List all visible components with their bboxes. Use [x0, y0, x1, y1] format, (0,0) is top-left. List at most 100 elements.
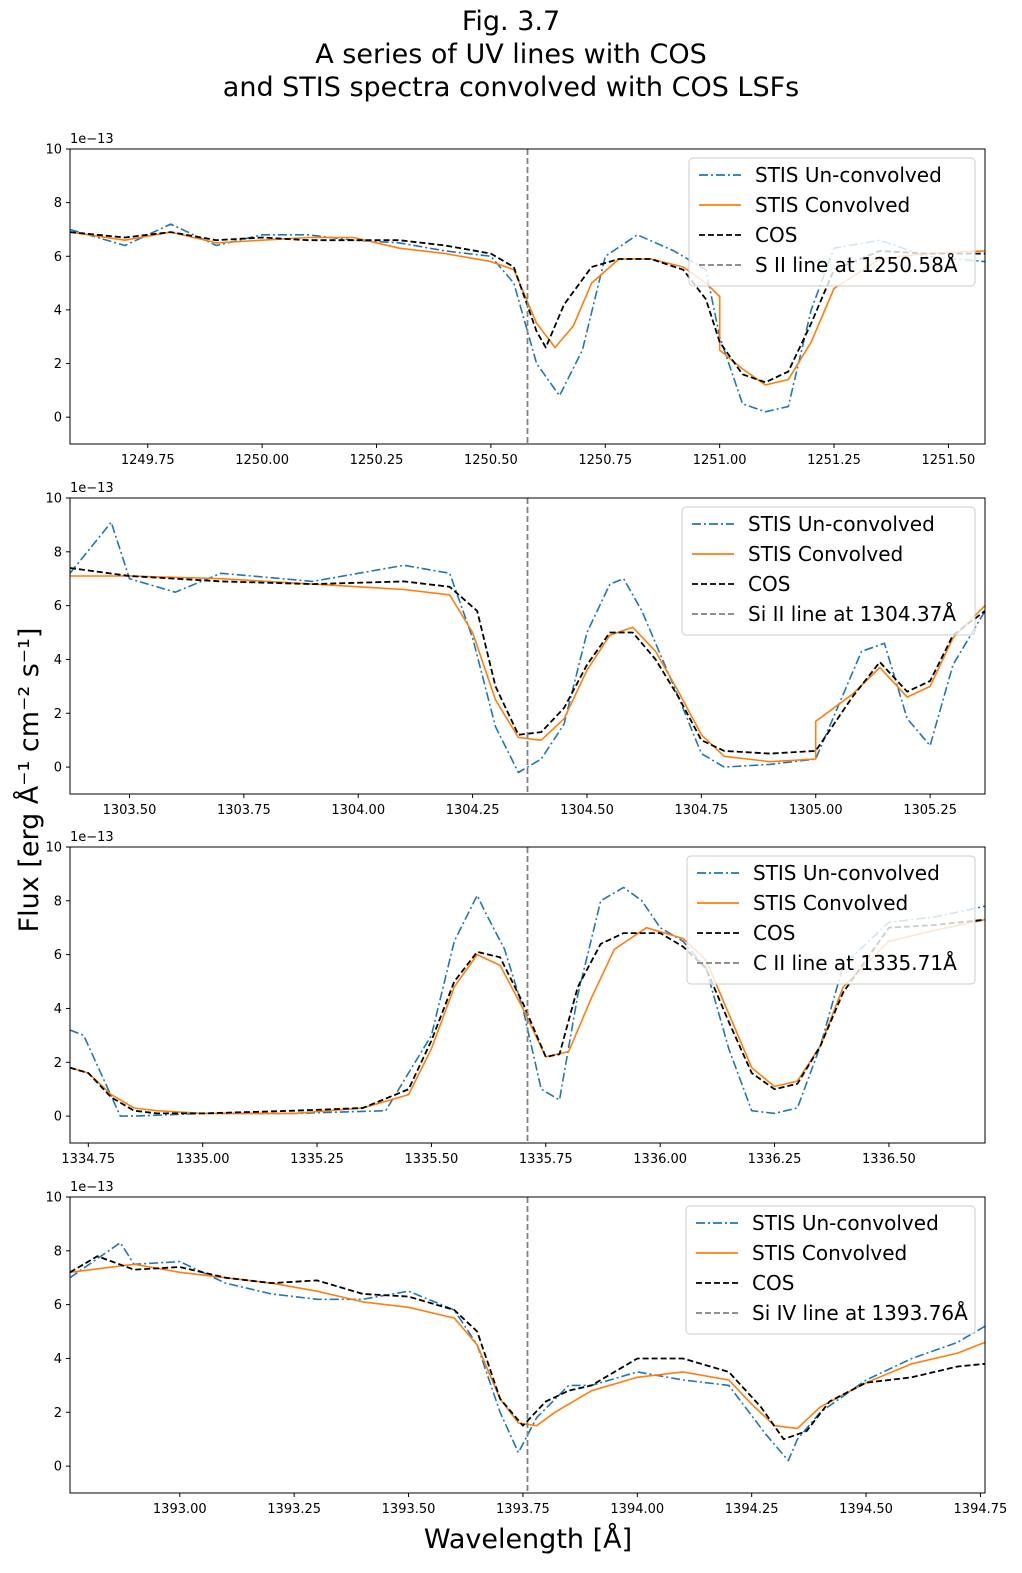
legend: STIS Un-convolved STIS Convolved COS C II l…: [686, 855, 976, 985]
x-tick-label: 1336.25: [748, 1152, 802, 1167]
y-tick-label: 4: [54, 1352, 62, 1367]
plot-area: [70, 521, 985, 774]
series-stis-un-convolved-line: [70, 521, 985, 774]
x-tick-label: 1394.00: [610, 1502, 664, 1517]
x-tick-label: 1304.50: [560, 803, 614, 818]
x-tick-label: 1303.50: [103, 803, 157, 818]
legend-label: COS: [755, 223, 797, 247]
panel-3: 0 2 4 6 8 10 1334.75 1335.00 1335.25 1335.50 1335.…: [45, 830, 986, 1167]
legend-label: STIS Convolved: [753, 891, 908, 915]
legend-box: [685, 1205, 976, 1335]
plot-area: [70, 223, 985, 413]
y-tick-label: 0: [54, 761, 62, 776]
x-tick-label: 1305.00: [789, 803, 843, 818]
series-stis-un-convolved-line: [70, 886, 985, 1117]
y-tick-label: 6: [54, 1298, 62, 1313]
x-tick-label: 1393.75: [496, 1502, 550, 1517]
y-tick-label: 10: [45, 143, 62, 158]
panel-4: 0 2 4 6 8 10 1393.00 1393.25 1393.50 1393.75 1394.…: [45, 1180, 1007, 1517]
legend-label: STIS Convolved: [748, 542, 903, 566]
plot-area: [70, 1241, 985, 1462]
axes-frame: [69, 1196, 986, 1494]
figure-title-line-2: A series of UV lines with COS: [315, 39, 707, 70]
legend-box: [681, 506, 976, 636]
x-tick-label: 1394.75: [954, 1502, 1008, 1517]
x-tick-label: 1303.75: [217, 803, 271, 818]
legend-label: COS: [752, 1271, 794, 1295]
legend-label: STIS Convolved: [752, 1241, 907, 1265]
legend-label: Si IV line at 1393.76Å: [752, 1301, 968, 1325]
series-stis-convolved-line: [70, 1263, 985, 1430]
y-tick-label: 8: [54, 1244, 62, 1259]
x-tick-label: 1336.00: [633, 1152, 687, 1167]
x-tick-label: 1393.25: [267, 1502, 321, 1517]
y-tick-label: 6: [54, 250, 62, 265]
x-tick-label: 1394.25: [725, 1502, 779, 1517]
x-tick-label: 1251.00: [693, 453, 747, 468]
figure-title-line-3: and STIS spectra convolved with COS LSFs: [222, 72, 800, 103]
legend-label: S II line at 1250.58Å: [755, 253, 958, 277]
y-offset-label: 1e−13: [70, 481, 114, 496]
y-tick-label: 4: [54, 653, 62, 668]
x-tick-label: 1393.50: [382, 1502, 436, 1517]
x-tick-label: 1335.00: [176, 1152, 230, 1167]
y-tick-label: 6: [54, 599, 62, 614]
legend-label: C II line at 1335.71Å: [753, 951, 957, 975]
x-tick-label: 1250.75: [578, 453, 632, 468]
y-tick-label: 8: [54, 894, 62, 909]
y-tick-label: 10: [45, 492, 62, 507]
y-offset-label: 1e−13: [70, 830, 114, 845]
y-tick-label: 10: [45, 1191, 62, 1206]
series-cos-line: [70, 231, 985, 384]
plot-area: [70, 886, 985, 1117]
legend-box: [686, 855, 976, 985]
x-tick-label: 1251.50: [922, 453, 976, 468]
series-stis-un-convolved-line: [70, 223, 985, 413]
y-tick-label: 4: [54, 1002, 62, 1017]
x-tick-label: 1336.50: [862, 1152, 916, 1167]
y-tick-label: 4: [54, 303, 62, 318]
series-cos-line: [70, 918, 985, 1115]
y-tick-label: 2: [54, 1406, 62, 1421]
x-tick-label: 1334.75: [61, 1152, 115, 1167]
figure-title-line-1: Fig. 3.7: [461, 6, 561, 37]
legend-label: STIS Un-convolved: [753, 861, 940, 885]
legend: STIS Un-convolved STIS Convolved COS S II l…: [688, 157, 976, 287]
axes-frame: [69, 846, 986, 1144]
series-cos-line: [70, 567, 985, 755]
series-stis-convolved-line: [70, 231, 985, 386]
series-stis-un-convolved-line: [70, 1241, 985, 1462]
x-tick-label: 1394.50: [839, 1502, 893, 1517]
x-tick-label: 1249.75: [121, 453, 175, 468]
series-stis-convolved-line: [70, 575, 985, 763]
y-tick-label: 2: [54, 707, 62, 722]
axes-frame: [69, 497, 986, 795]
y-tick-label: 8: [54, 545, 62, 560]
panel-2: 0 2 4 6 8 10 1303.50 1303.75 1304.00 1304.25 1304.…: [45, 481, 986, 818]
x-tick-label: 1335.25: [290, 1152, 344, 1167]
legend: STIS Un-convolved STIS Convolved COS Si II …: [681, 506, 976, 636]
legend: STIS Un-convolved STIS Convolved COS Si IV …: [685, 1205, 976, 1335]
y-tick-label: 2: [54, 1056, 62, 1071]
y-tick-label: 0: [54, 1460, 62, 1475]
axes-frame: [69, 148, 986, 445]
series-cos-line: [70, 1255, 985, 1441]
legend-label: STIS Un-convolved: [755, 163, 942, 187]
legend-label: STIS Un-convolved: [748, 512, 935, 536]
x-tick-label: 1304.00: [331, 803, 385, 818]
x-tick-label: 1250.00: [235, 453, 289, 468]
x-tick-label: 1250.50: [464, 453, 518, 468]
x-tick-label: 1304.75: [674, 803, 728, 818]
x-tick-label: 1335.75: [519, 1152, 573, 1167]
x-tick-label: 1250.25: [350, 453, 404, 468]
legend-label: STIS Un-convolved: [752, 1211, 939, 1235]
y-offset-label: 1e−13: [70, 1180, 114, 1195]
y-axis-label: Flux [erg Å⁻¹ cm⁻² s⁻¹]: [13, 628, 45, 933]
panel-1: 0 2 4 6 8 10 1249.75 1250.00 1250.25 1250.50 1250.…: [45, 132, 986, 468]
y-tick-label: 0: [54, 1110, 62, 1125]
legend-label: STIS Convolved: [755, 193, 910, 217]
y-tick-label: 10: [45, 841, 62, 856]
y-offset-label: 1e−13: [70, 132, 114, 147]
x-tick-label: 1393.00: [153, 1502, 207, 1517]
